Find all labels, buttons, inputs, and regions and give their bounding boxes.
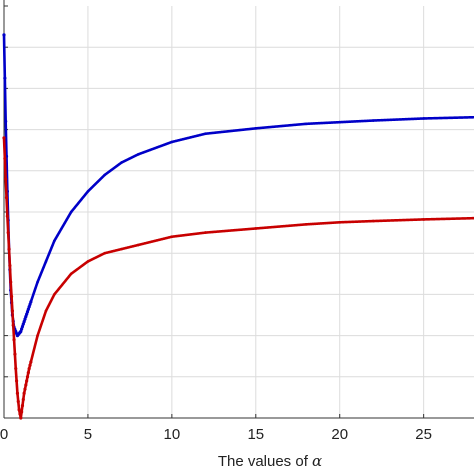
series-0-marker-29 <box>26 307 30 311</box>
series-1-marker-21 <box>20 410 24 414</box>
series-0-marker-1 <box>3 76 7 80</box>
series-1-point-6 <box>12 338 16 342</box>
x-tick-label-5: 25 <box>415 426 432 443</box>
series-1-marker-3 <box>4 195 9 200</box>
series-0-point-19 <box>170 140 174 144</box>
series-1-point-1 <box>4 177 7 181</box>
series-1-point-5 <box>11 309 14 313</box>
series-0-marker-26 <box>24 315 28 319</box>
series-1-point-27 <box>422 218 425 221</box>
series-1-point-0 <box>2 136 6 140</box>
series-1-marker-25 <box>23 387 27 391</box>
series-0-point-21 <box>254 127 258 130</box>
series-0 <box>2 33 474 338</box>
series-0-point-25 <box>422 117 425 120</box>
series-1-marker-23 <box>21 397 25 402</box>
series-1-marker-27 <box>25 379 29 383</box>
series-0-marker-27 <box>25 312 29 316</box>
series-1-marker-9 <box>9 294 14 299</box>
series-1-point-2 <box>6 214 9 218</box>
series-1-point-9 <box>17 408 21 412</box>
series-1-marker-28 <box>25 375 30 379</box>
series-1-point-8 <box>16 391 19 395</box>
series-1 <box>2 136 474 420</box>
series-1-point-17 <box>86 260 90 263</box>
series-1-point-24 <box>304 223 308 226</box>
series-1-point-12 <box>27 367 31 370</box>
series-0-point-9 <box>23 317 27 321</box>
series-1-point-19 <box>120 247 123 251</box>
series-0-marker-21 <box>20 327 24 331</box>
series-0-point-8 <box>19 330 23 333</box>
series-1-point-13 <box>36 334 39 337</box>
grid <box>4 6 474 418</box>
series-0-point-20 <box>204 132 207 136</box>
series-0-marker-28 <box>25 310 30 314</box>
series-1-marker-11 <box>11 323 15 327</box>
series-1-point-23 <box>254 227 258 230</box>
series-0-point-22 <box>304 122 308 126</box>
series-0-marker-23 <box>21 322 25 326</box>
series-1-point-21 <box>170 235 174 239</box>
series-0-point-23 <box>338 120 342 124</box>
series-1-marker-31 <box>28 363 32 367</box>
x-tick-label-1: 5 <box>84 426 92 443</box>
series-1-marker-32 <box>29 360 33 364</box>
series-1-marker-26 <box>24 383 28 387</box>
series-1-point-14 <box>44 309 48 313</box>
series-0-point-24 <box>371 119 375 122</box>
series-1-point-16 <box>69 272 73 276</box>
series-layer <box>2 33 474 420</box>
series-1-marker-15 <box>14 379 19 383</box>
series-0-point-11 <box>36 280 39 284</box>
series-1-point-20 <box>136 243 140 247</box>
series-0-point-7 <box>16 334 19 337</box>
x-axis: 0 5 10 15 20 25 <box>0 414 432 443</box>
series-1-point-25 <box>338 221 342 224</box>
series-1-point-26 <box>371 219 375 223</box>
series-0-point-18 <box>136 153 140 156</box>
series-1-point-18 <box>103 251 107 255</box>
series-1-point-3 <box>7 247 11 251</box>
series-0-line <box>2 34 474 337</box>
series-0-marker-31 <box>28 302 32 306</box>
series-0-point-15 <box>86 190 90 193</box>
series-0-point-13 <box>53 239 56 243</box>
series-0-point-1 <box>4 120 7 123</box>
series-0-point-12 <box>44 260 48 263</box>
x-tick-label-4: 20 <box>331 426 348 443</box>
series-1-marker-5 <box>6 231 10 235</box>
series-1-point-7 <box>14 367 18 370</box>
series-0-point-17 <box>120 161 123 164</box>
series-1-marker-29 <box>26 371 30 375</box>
series-1-point-15 <box>53 293 56 296</box>
x-axis-label: The values of α <box>218 452 322 470</box>
series-1-point-4 <box>9 280 13 284</box>
series-1-marker-7 <box>8 263 12 268</box>
x-tick-label-2: 10 <box>164 426 181 443</box>
series-1-marker-17 <box>16 399 20 404</box>
series-1-marker-13 <box>13 352 17 356</box>
series-0-point-10 <box>27 305 31 309</box>
series-0-point-14 <box>69 210 73 214</box>
series-1-point-22 <box>204 231 207 234</box>
series-1-marker-22 <box>20 404 25 408</box>
series-0-marker-22 <box>20 324 25 329</box>
series-0-point-16 <box>103 173 107 177</box>
series-1-point-11 <box>22 391 26 395</box>
x-tick-label-3: 15 <box>247 426 264 443</box>
x-tick-label-0: 0 <box>0 426 8 443</box>
x-axis-label-symbol: α <box>312 452 322 470</box>
series-0-point-0 <box>2 33 6 37</box>
series-0-marker-24 <box>22 319 26 324</box>
series-1-point-10 <box>19 416 23 420</box>
series-1-marker-1 <box>3 156 7 161</box>
series-0-marker-32 <box>29 300 33 304</box>
series-1-line <box>2 137 474 420</box>
